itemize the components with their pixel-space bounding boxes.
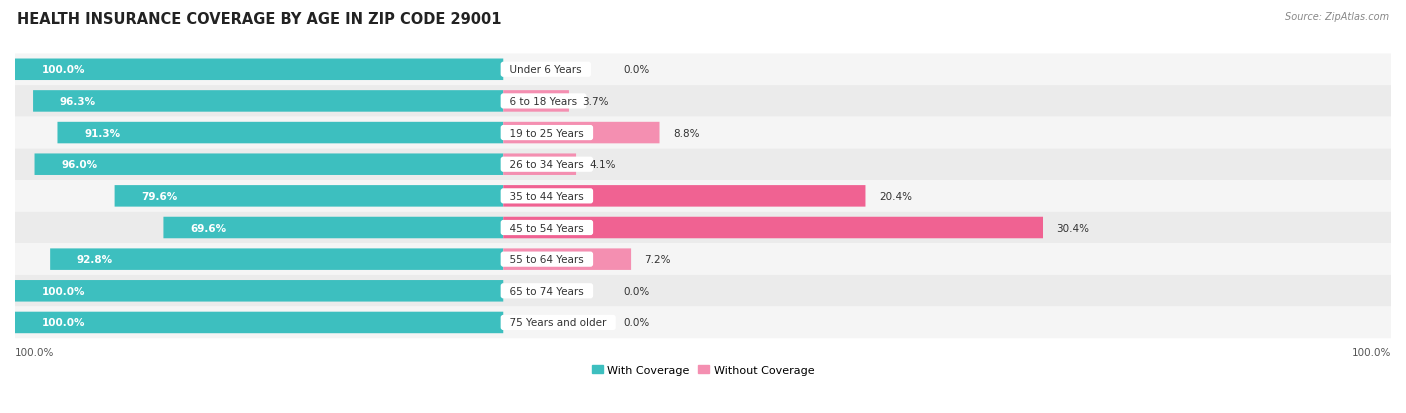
Text: 6 to 18 Years: 6 to 18 Years [503,97,583,107]
FancyBboxPatch shape [58,123,503,144]
Text: 3.7%: 3.7% [582,97,609,107]
FancyBboxPatch shape [15,275,1391,307]
Text: 35 to 44 Years: 35 to 44 Years [503,191,591,202]
FancyBboxPatch shape [15,180,1391,212]
FancyBboxPatch shape [15,244,1391,275]
Text: 79.6%: 79.6% [141,191,177,202]
Text: 26 to 34 Years: 26 to 34 Years [503,160,591,170]
FancyBboxPatch shape [35,154,503,176]
FancyBboxPatch shape [503,91,569,112]
Text: 100.0%: 100.0% [42,286,86,296]
FancyBboxPatch shape [503,123,659,144]
FancyBboxPatch shape [163,217,503,239]
FancyBboxPatch shape [115,186,503,207]
FancyBboxPatch shape [15,55,1391,86]
FancyBboxPatch shape [15,280,503,302]
Text: 0.0%: 0.0% [623,318,650,328]
FancyBboxPatch shape [15,212,1391,244]
Text: 75 Years and older: 75 Years and older [503,318,613,328]
Text: 4.1%: 4.1% [589,160,616,170]
Text: 30.4%: 30.4% [1056,223,1090,233]
Text: 96.3%: 96.3% [59,97,96,107]
Text: 92.8%: 92.8% [77,254,112,264]
FancyBboxPatch shape [503,154,576,176]
Text: 100.0%: 100.0% [42,318,86,328]
Text: 19 to 25 Years: 19 to 25 Years [503,128,591,138]
FancyBboxPatch shape [15,86,1391,117]
Text: Source: ZipAtlas.com: Source: ZipAtlas.com [1285,12,1389,22]
Text: 7.2%: 7.2% [644,254,671,264]
FancyBboxPatch shape [15,312,503,333]
Text: 20.4%: 20.4% [879,191,911,202]
FancyBboxPatch shape [15,117,1391,149]
Text: 0.0%: 0.0% [623,65,650,75]
FancyBboxPatch shape [503,186,866,207]
Text: 91.3%: 91.3% [84,128,121,138]
FancyBboxPatch shape [503,217,1043,239]
Text: 55 to 64 Years: 55 to 64 Years [503,254,591,264]
Text: 96.0%: 96.0% [62,160,97,170]
FancyBboxPatch shape [503,249,631,270]
Text: 0.0%: 0.0% [623,286,650,296]
Text: Under 6 Years: Under 6 Years [503,65,588,75]
Text: 69.6%: 69.6% [190,223,226,233]
FancyBboxPatch shape [15,307,1391,338]
Text: 100.0%: 100.0% [1351,347,1391,357]
Text: HEALTH INSURANCE COVERAGE BY AGE IN ZIP CODE 29001: HEALTH INSURANCE COVERAGE BY AGE IN ZIP … [17,12,502,27]
Text: 100.0%: 100.0% [42,65,86,75]
FancyBboxPatch shape [15,59,503,81]
FancyBboxPatch shape [15,149,1391,180]
Text: 8.8%: 8.8% [673,128,699,138]
Text: 65 to 74 Years: 65 to 74 Years [503,286,591,296]
FancyBboxPatch shape [34,91,503,112]
Text: 45 to 54 Years: 45 to 54 Years [503,223,591,233]
Text: 100.0%: 100.0% [15,347,55,357]
Legend: With Coverage, Without Coverage: With Coverage, Without Coverage [592,365,814,375]
FancyBboxPatch shape [51,249,503,270]
